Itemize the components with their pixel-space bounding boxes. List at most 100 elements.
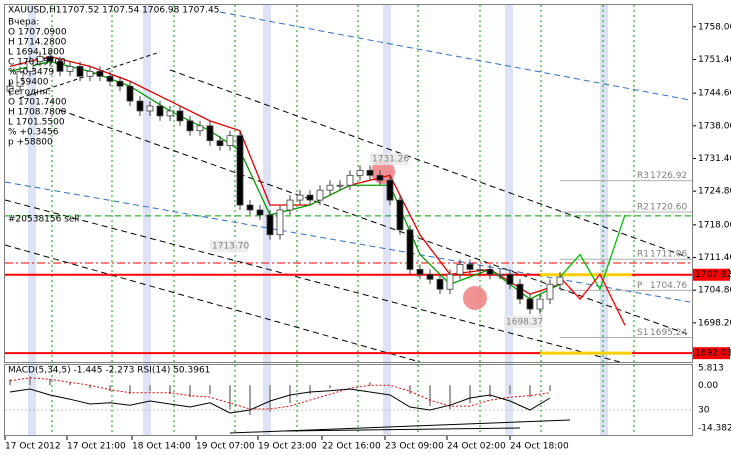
projection-line (559, 214, 626, 291)
candle-body (246, 204, 254, 211)
candle-body (96, 70, 104, 77)
candle-body (36, 56, 44, 62)
rsi-trendlines (229, 419, 571, 434)
candle-body (216, 140, 224, 147)
candle-body (486, 268, 494, 275)
candle-body (176, 110, 184, 122)
info-line: O 1701.7400 (8, 98, 67, 108)
y-tick-label: 1751.40 (698, 55, 731, 65)
candle-body (416, 268, 424, 275)
info-line: H 1714.2800 (8, 38, 67, 48)
candle-body (396, 199, 404, 231)
candle-body (136, 100, 144, 112)
candle-body (256, 209, 264, 216)
pivot-value: 1695.24 (650, 328, 687, 338)
band (143, 5, 151, 435)
price-label: 1713.70 (212, 242, 249, 252)
candle-body (376, 174, 384, 181)
candle-body (86, 70, 94, 77)
candle-body (146, 105, 154, 112)
x-tick-label: 17 Oct 21:00 (67, 442, 126, 452)
order-label: #20538156 sell (8, 215, 79, 225)
candle-body (226, 135, 234, 147)
pivot-name: R3 (637, 171, 649, 181)
pivot-value: 1711.06 (650, 250, 687, 260)
channel-line (4, 199, 621, 363)
candle-body (476, 268, 484, 271)
candle-body (496, 273, 504, 276)
channel-lines (4, 11, 692, 363)
y-tick-label: 1738.00 (698, 121, 731, 131)
candle-body (326, 184, 334, 191)
candle-body (296, 194, 304, 201)
channel-line (59, 109, 691, 336)
projection-line (559, 273, 626, 326)
candle-body (386, 179, 394, 201)
candle-body (436, 278, 444, 290)
candle-body (6, 85, 14, 92)
candle-body (366, 169, 374, 176)
y-tick-label: 1744.60 (698, 89, 731, 99)
rsi-trendline (284, 427, 521, 432)
candle-body (186, 120, 194, 132)
y-tick-label: 1731.40 (698, 154, 731, 164)
info-line: Вчера: (8, 18, 39, 28)
candle-body (346, 174, 354, 186)
info-line: p -59400 (8, 78, 49, 88)
y-tick-label: 1718.00 (698, 220, 731, 230)
y-tick-label: 1704.80 (698, 286, 731, 296)
trend-line (4, 181, 691, 303)
candle-body (46, 56, 54, 62)
info-line: C 1701.5700 (8, 58, 66, 68)
price-label-box (210, 240, 248, 253)
candle-body (426, 273, 434, 280)
x-tick-label: 19 Oct 07:00 (196, 442, 255, 452)
candle-body (166, 110, 174, 117)
candle-body (16, 70, 24, 87)
candle-body (276, 209, 284, 236)
info-line: % -0.3479 (8, 68, 54, 78)
indicator-panel-border (4, 364, 693, 436)
pivot-name: R1 (637, 250, 649, 260)
pivot-value: 1720.60 (650, 202, 687, 212)
band (600, 5, 608, 435)
candle-body (56, 61, 64, 72)
x-tick-label: 23 Oct 09:00 (385, 442, 444, 452)
candle-body (266, 214, 274, 236)
indicator-tick-label: 0.00 (698, 381, 718, 391)
chart-title: XAUUSD,H1 (8, 6, 62, 16)
vertical-grid (51, 5, 635, 435)
x-tick-label: 24 Oct 02:00 (447, 442, 506, 452)
rsi-line (9, 388, 551, 414)
info-line: L 1694.1800 (8, 48, 65, 58)
quote: 1707.52 1707.54 1706.98 1707.45 (62, 6, 219, 16)
pivot-name: P (637, 281, 643, 291)
band (383, 5, 391, 435)
candle-body (336, 184, 344, 187)
pivot-value: 1704.76 (650, 281, 687, 291)
candle-body (76, 65, 84, 77)
x-tick-label: 19 Oct 23:00 (258, 442, 317, 452)
candle-body (526, 298, 534, 310)
x-tick-label: 17 Oct 2012 (5, 442, 61, 452)
plot: 1758.00 1751.40 1744.60 1738.00 1731.40 1724.… (4, 22, 731, 452)
rsi-tick-label: 30 (698, 406, 710, 416)
price-label: 1698.37 (506, 318, 543, 328)
main-panel-border (4, 4, 693, 363)
macd-signal (9, 377, 551, 410)
info-line: L 1701.5500 (8, 118, 65, 128)
price-label-box (504, 316, 542, 329)
candle-body (66, 65, 74, 72)
candle-body (306, 194, 314, 201)
x-tick-label: 24 Oct 18:00 (510, 442, 569, 452)
band (505, 5, 513, 435)
candle-body (236, 135, 244, 206)
indicator-label: MACD(5,34,5) -1.445 -2.273 RSI(14) 50.39… (8, 366, 210, 376)
candle-body (106, 75, 114, 82)
y-tick-label: 1711.40 (698, 253, 731, 263)
candle-body (406, 229, 414, 270)
price-marker-label: 1707.92 (695, 270, 731, 280)
